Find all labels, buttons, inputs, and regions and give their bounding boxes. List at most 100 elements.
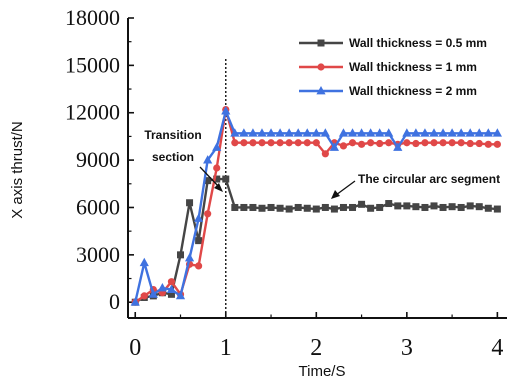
data-point [148,289,158,298]
y-tick-label: 15000 [65,52,120,77]
data-point [285,139,293,147]
data-point [139,257,149,267]
x-axis-title: Time/S [299,363,346,380]
data-point [167,290,175,298]
data-point [348,139,357,147]
data-point [421,203,429,211]
data-point [347,128,358,137]
x-tick-label: 4 [491,335,503,361]
data-point [294,139,302,147]
data-point [239,128,249,137]
data-point [394,202,402,210]
data-point [285,205,293,213]
data-point [167,278,176,286]
data-point [213,175,221,183]
y-axis-title: X axis thrust/N [9,121,26,219]
data-point [465,128,475,137]
series-2 [131,105,501,306]
data-point [257,128,267,137]
data-point [367,139,375,147]
data-point [194,213,204,222]
data-point [474,128,484,137]
data-point [366,128,376,137]
data-point [448,203,456,211]
data-point [376,203,384,211]
annotation-transition-line2: section [152,150,194,164]
legend-item-3: Wall thickness = 2 mm [299,84,477,98]
data-point [175,290,186,300]
annotation-arc-arrowhead [331,190,340,199]
data-point [312,139,320,147]
data-point [457,203,465,211]
data-point [302,128,312,137]
data-point [213,164,221,172]
series-layer [130,105,502,306]
data-point [430,202,438,210]
data-point [339,203,347,211]
data-point [312,205,320,213]
data-point [375,128,385,137]
y-tick-label: 9000 [76,147,120,172]
data-point [483,128,493,137]
data-point [403,139,411,147]
x-tick-label: 3 [401,335,413,361]
data-point [195,262,203,270]
data-point [321,150,329,158]
data-point [284,128,294,137]
data-point [221,106,231,115]
x-tick-label: 0 [129,335,141,361]
data-point [376,139,384,148]
data-point [177,251,185,259]
legend-item-2: Wall thickness = 1 mm [299,60,477,74]
x-ticks: 0 1 2 3 4 [129,312,503,361]
data-point [475,203,483,211]
data-point [140,292,148,300]
data-point [439,203,447,211]
data-point [438,128,448,137]
data-point [447,128,457,137]
data-point [320,128,330,137]
data-point [249,139,257,147]
data-point [231,139,239,147]
annotation-transition-arrow [199,166,220,188]
data-point [303,139,311,147]
annotation-arc-segment: The circular arc segment [358,172,500,186]
legend-swatch-marker [317,39,325,47]
data-point [249,203,257,211]
y-tick-label: 0 [109,289,120,314]
data-point [267,139,275,147]
data-point [421,139,429,147]
data-point [385,139,393,147]
annotation-arc-arrow [335,180,356,196]
data-point [204,177,212,185]
y-tick-label: 18000 [65,5,120,30]
legend: Wall thickness = 0.5 mm Wall thickness = … [299,36,487,98]
data-point [466,202,474,210]
data-point [393,142,403,151]
data-point [204,210,212,218]
data-point [385,200,393,208]
data-point [420,128,430,137]
data-point [329,142,340,151]
data-point [475,139,483,148]
data-point [157,283,168,292]
data-point [411,128,421,137]
data-point [184,253,195,262]
data-point [493,205,501,213]
plot-area: 0 3000 6000 9000 12000 15000 18000 0 1 2 3 4 Trans… [65,5,507,361]
y-ticks: 0 3000 6000 9000 12000 15000 18000 [65,5,134,314]
data-point [448,139,456,147]
data-point [357,140,366,148]
series-line [134,177,498,304]
data-point [195,237,203,245]
data-point [321,203,329,211]
annotation-transition-arrowhead [214,183,223,192]
data-point [248,128,258,137]
data-point [267,203,275,211]
data-point [276,139,284,147]
legend-label: Wall thickness = 1 mm [349,60,477,74]
data-point [457,139,465,147]
data-point [484,204,492,212]
data-point [429,128,439,137]
